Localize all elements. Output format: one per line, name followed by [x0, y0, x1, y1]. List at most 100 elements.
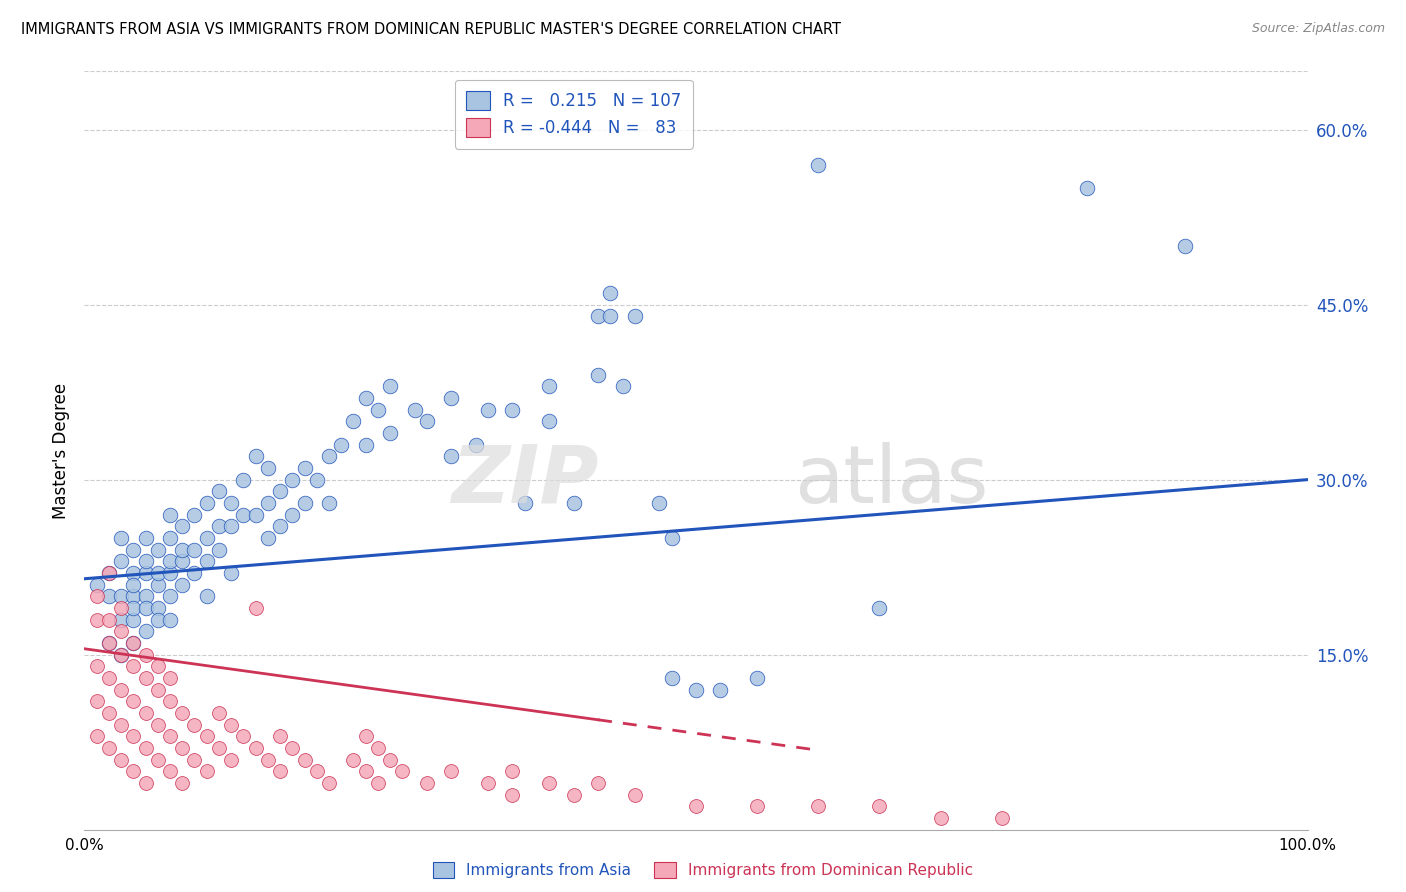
Point	[354, 437, 377, 451]
Point	[110, 648, 132, 662]
Point	[135, 648, 157, 662]
Point	[538, 776, 561, 790]
Point	[281, 740, 304, 755]
Point	[208, 542, 231, 557]
Point	[305, 764, 328, 779]
Point	[135, 706, 157, 720]
Point	[135, 671, 157, 685]
Point	[172, 577, 194, 591]
Point	[269, 484, 291, 499]
Point	[219, 717, 242, 731]
Point	[110, 531, 132, 545]
Point	[342, 753, 364, 767]
Point	[172, 554, 194, 568]
Point	[624, 310, 647, 324]
Y-axis label: Master's Degree: Master's Degree	[52, 383, 70, 518]
Point	[477, 776, 499, 790]
Legend: R =   0.215   N = 107, R = -0.444   N =   83: R = 0.215 N = 107, R = -0.444 N = 83	[454, 79, 693, 149]
Text: atlas: atlas	[794, 442, 988, 520]
Point	[380, 425, 402, 440]
Point	[195, 554, 218, 568]
Point	[172, 542, 194, 557]
Point	[159, 508, 181, 522]
Point	[586, 368, 609, 382]
Point	[86, 589, 108, 603]
Point	[97, 566, 120, 580]
Point	[245, 508, 267, 522]
Point	[709, 682, 731, 697]
Point	[135, 554, 157, 568]
Point	[599, 310, 621, 324]
Point	[661, 671, 683, 685]
Point	[122, 601, 145, 615]
Point	[172, 740, 194, 755]
Point	[612, 379, 634, 393]
Point	[110, 613, 132, 627]
Text: ZIP: ZIP	[451, 442, 598, 520]
Point	[245, 740, 267, 755]
Point	[146, 682, 169, 697]
Legend: Immigrants from Asia, Immigrants from Dominican Republic: Immigrants from Asia, Immigrants from Do…	[427, 856, 979, 884]
Point	[538, 379, 561, 393]
Point	[195, 764, 218, 779]
Point	[294, 753, 316, 767]
Point	[159, 554, 181, 568]
Point	[195, 531, 218, 545]
Point	[110, 648, 132, 662]
Point	[257, 496, 280, 510]
Point	[135, 776, 157, 790]
Point	[86, 729, 108, 743]
Point	[257, 461, 280, 475]
Point	[86, 577, 108, 591]
Point	[146, 577, 169, 591]
Point	[513, 496, 536, 510]
Point	[146, 613, 169, 627]
Point	[122, 542, 145, 557]
Point	[404, 402, 426, 417]
Point	[159, 566, 181, 580]
Point	[232, 473, 254, 487]
Point	[562, 496, 585, 510]
Point	[97, 589, 120, 603]
Point	[991, 811, 1014, 825]
Point	[110, 554, 132, 568]
Point	[294, 461, 316, 475]
Point	[110, 717, 132, 731]
Point	[195, 496, 218, 510]
Point	[219, 753, 242, 767]
Point	[661, 531, 683, 545]
Point	[318, 496, 340, 510]
Point	[294, 496, 316, 510]
Point	[146, 601, 169, 615]
Point	[367, 402, 389, 417]
Point	[208, 519, 231, 533]
Point	[146, 717, 169, 731]
Point	[135, 531, 157, 545]
Point	[122, 694, 145, 708]
Point	[807, 158, 830, 172]
Point	[146, 542, 169, 557]
Point	[97, 613, 120, 627]
Point	[257, 531, 280, 545]
Point	[330, 437, 353, 451]
Point	[281, 473, 304, 487]
Point	[869, 799, 891, 814]
Point	[538, 414, 561, 428]
Point	[1076, 181, 1098, 195]
Point	[195, 729, 218, 743]
Point	[929, 811, 952, 825]
Point	[440, 764, 463, 779]
Point	[807, 799, 830, 814]
Point	[172, 519, 194, 533]
Point	[135, 740, 157, 755]
Point	[685, 799, 707, 814]
Point	[318, 450, 340, 464]
Point	[502, 788, 524, 802]
Point	[122, 577, 145, 591]
Point	[440, 450, 463, 464]
Point	[342, 414, 364, 428]
Point	[183, 542, 205, 557]
Point	[159, 764, 181, 779]
Point	[183, 566, 205, 580]
Point	[110, 589, 132, 603]
